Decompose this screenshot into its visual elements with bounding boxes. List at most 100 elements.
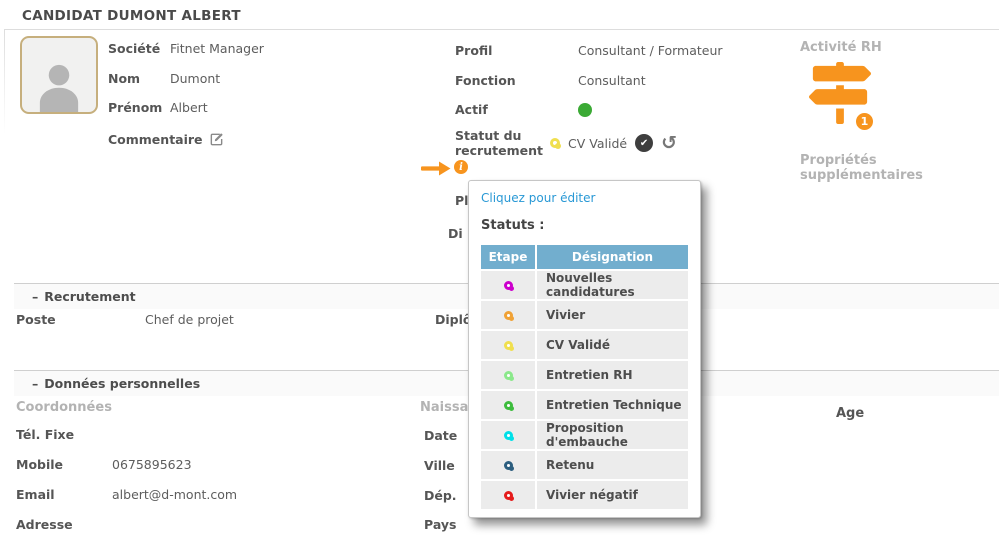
person-icon [31,56,87,112]
fonction-label: Fonction [455,73,516,88]
field-nom: Nom Dumont [108,71,220,86]
collapse-icon: – [32,289,39,304]
mobile-label: Mobile [16,457,64,472]
stage-icon [503,400,514,411]
nom-label: Nom [108,71,141,86]
date-label: Date [424,428,458,443]
commentaire-label: Commentaire [108,132,203,147]
status-row-cv-valide[interactable]: CV Validé [481,331,688,359]
page-title: CANDIDAT DUMONT ALBERT [22,8,241,24]
status-row-entretien-technique[interactable]: Entretien Technique [481,391,688,419]
statut-value: CV Validé [568,135,628,151]
tel-fixe-label: Tél. Fixe [16,427,75,442]
status-designation: Entretien Technique [537,391,688,419]
status-stage-cell [481,271,535,299]
panel-left-border [4,29,5,134]
field-email: Email albert@d-mont.com [16,487,237,502]
status-stage-cell [481,421,535,449]
field-tel-fixe: Tél. Fixe [16,427,112,442]
stage-icon [503,370,514,381]
edit-status-link[interactable]: Cliquez pour éditer [481,191,596,205]
field-mobile: Mobile 0675895623 [16,457,192,472]
pointer-arrow-icon [421,161,451,176]
stage-icon [503,340,514,351]
email-value: albert@d-mont.com [112,487,238,502]
hidden-field-label-1: Pl [455,193,469,208]
poste-value: Chef de projet [145,312,234,327]
collapse-icon: – [32,376,39,391]
fonction-value: Consultant [578,73,646,88]
statuts-table-header: Etape Désignation [481,245,688,269]
ville-label: Ville [424,458,455,473]
field-prenom: Prénom Albert [108,100,208,115]
status-stage-cell [481,301,535,329]
edit-comment-icon[interactable] [209,132,224,147]
stage-icon [503,490,514,501]
status-row-retenu[interactable]: Retenu [481,451,688,479]
field-fonction: Fonction Consultant [455,73,646,88]
statut-info-icon[interactable]: i [454,160,468,174]
field-profil: Profil Consultant / Formateur [455,43,723,58]
status-designation: Entretien RH [537,361,688,389]
status-row-nouvelles-candidatures[interactable]: Nouvelles candidatures [481,271,688,299]
status-designation: Vivier [537,301,688,329]
statuts-table: Etape Désignation Nouvelles candidatures… [481,245,688,509]
map-signs-icon[interactable] [809,62,871,124]
adresse-label: Adresse [16,517,73,532]
section-recrutement-title: Recrutement [44,289,136,304]
coordonnees-title: Coordonnées [16,400,112,415]
stage-icon [503,280,514,291]
candidate-avatar[interactable] [20,36,98,114]
statut-label: Statut du recrutement [455,128,543,158]
status-designation: Proposition d'embauche [537,421,688,449]
status-row-entretien-rh[interactable]: Entretien RH [481,361,688,389]
proprietes-title: Propriétés supplémentaires [800,153,923,183]
field-commentaire: Commentaire [108,132,224,147]
email-label: Email [16,487,55,502]
hidden-field-label-2: Di [448,226,463,241]
profil-label: Profil [455,43,493,58]
statuts-popup: Cliquez pour éditer Statuts : Etape Dési… [468,180,701,518]
active-status-dot [578,102,592,117]
stage-icon [503,460,514,471]
status-row-vivier-negatif[interactable]: Vivier négatif [481,481,688,509]
status-stage-cell [481,391,535,419]
profil-value: Consultant / Formateur [578,43,723,58]
activite-rh-title: Activité RH [800,40,882,55]
status-designation: Retenu [537,451,688,479]
pays-label: Pays [424,517,457,532]
stage-icon [503,310,514,321]
statuts-title: Statuts : [481,218,545,233]
mobile-value: 0675895623 [112,457,192,472]
status-history-icon[interactable]: ↺ [661,132,677,154]
statut-current-icon [550,138,561,149]
status-stage-cell [481,361,535,389]
societe-value: Fitnet Manager [170,41,264,56]
prenom-value: Albert [170,100,208,115]
actif-label: Actif [455,102,488,117]
statut-value-row: CV Validé ✔ ↺ [550,132,677,154]
stage-icon [503,430,514,441]
age-label: Age [836,406,865,421]
field-societe: Société Fitnet Manager [108,41,264,56]
field-poste: Poste Chef de projet [16,312,234,327]
status-designation: Nouvelles candidatures [537,271,688,299]
field-adresse: Adresse [16,517,112,532]
nom-value: Dumont [170,71,221,86]
status-row-vivier[interactable]: Vivier [481,301,688,329]
prenom-label: Prénom [108,100,163,115]
field-actif: Actif [455,102,592,117]
etape-column-header: Etape [481,245,535,269]
status-stage-cell [481,481,535,509]
status-row-proposition-embauche[interactable]: Proposition d'embauche [481,421,688,449]
status-designation: Vivier négatif [537,481,688,509]
societe-label: Société [108,41,161,56]
status-stage-cell [481,451,535,479]
status-stage-cell [481,331,535,359]
activity-count-badge: 1 [854,111,875,132]
validate-status-button[interactable]: ✔ [635,134,654,152]
designation-column-header: Désignation [537,245,688,269]
header-divider [4,29,999,30]
poste-label: Poste [16,312,56,327]
